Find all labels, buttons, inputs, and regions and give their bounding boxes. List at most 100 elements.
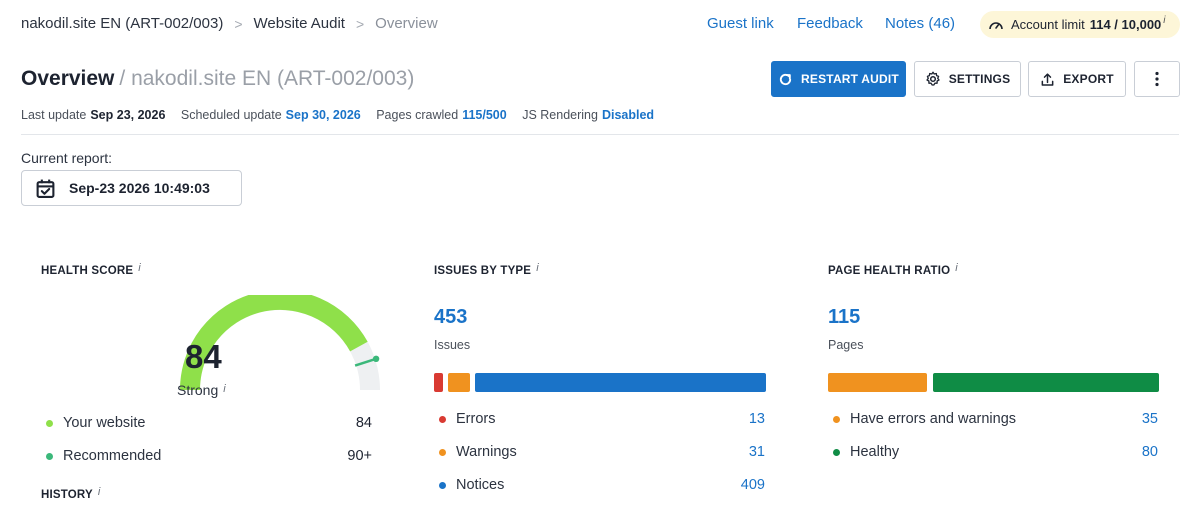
page-health-ratio-title: PAGE HEALTH RATIO — [828, 265, 951, 277]
recommended-score: 90+ — [347, 448, 372, 464]
pages-total[interactable]: 115 — [828, 306, 861, 328]
breadcrumb-separator: > — [234, 15, 243, 32]
notices-count[interactable]: 409 — [740, 477, 765, 493]
health-score-gauge — [180, 295, 380, 391]
health-score-value: 84 — [185, 338, 222, 375]
export-label: EXPORT — [1063, 72, 1114, 86]
page-title-project: / nakodil.site EN (ART-002/003) — [119, 67, 415, 90]
legend-label: Errors — [456, 411, 496, 427]
legend-healthy[interactable]: Healthy — [833, 444, 899, 460]
js-rendering-label: JS Rendering — [522, 108, 598, 122]
legend-label: Notices — [456, 477, 505, 493]
page-health-ratio-heading: PAGE HEALTH RATIO i — [828, 262, 958, 277]
legend-label: Warnings — [456, 444, 517, 460]
bar-segment-healthy[interactable] — [932, 373, 1159, 392]
bar-segment-warnings[interactable] — [448, 373, 471, 392]
pages-with-errors-count[interactable]: 35 — [1141, 411, 1158, 427]
current-report-label: Current report: — [21, 150, 113, 166]
errors-count[interactable]: 13 — [748, 411, 765, 427]
legend-notices[interactable]: Notices — [439, 477, 504, 493]
js-rendering-value[interactable]: Disabled — [601, 108, 655, 122]
bar-segment-notices[interactable] — [475, 373, 766, 392]
speedometer-icon — [989, 21, 1003, 29]
gear-icon — [926, 71, 940, 86]
legend-dot — [833, 448, 840, 456]
legend-your-website: Your website — [46, 415, 146, 431]
history-heading: HISTORY i — [41, 486, 101, 501]
guest-link[interactable]: Guest link — [707, 15, 774, 32]
breadcrumb-overview: Overview — [375, 15, 438, 32]
legend-recommended: Recommended — [46, 448, 161, 464]
notes-link[interactable]: Notes (46) — [885, 15, 956, 32]
health-score-rating-label: Strong — [177, 382, 219, 398]
report-date-selector[interactable]: Sep-23 2026 10:49:03 — [21, 170, 242, 206]
legend-errors-and-warnings[interactable]: Have errors and warnings — [833, 411, 1016, 427]
breadcrumb: nakodil.site EN (ART-002/003) > Website … — [21, 15, 438, 32]
info-icon[interactable]: i — [1163, 15, 1166, 26]
info-icon[interactable]: i — [223, 383, 226, 395]
issues-by-type-heading: ISSUES BY TYPE i — [434, 262, 539, 277]
pages-crawled-label: Pages crawled — [376, 108, 459, 122]
legend-label: Your website — [63, 415, 146, 431]
health-score-title: HEALTH SCORE — [41, 265, 134, 277]
legend-dot — [46, 419, 53, 427]
legend-errors[interactable]: Errors — [439, 411, 495, 427]
calendar-check-icon — [36, 179, 55, 198]
settings-label: SETTINGS — [948, 72, 1011, 86]
health-score-rating: Strong i — [177, 382, 226, 398]
your-website-score: 84 — [355, 415, 372, 431]
health-score-heading: HEALTH SCORE i — [41, 262, 141, 277]
legend-dot — [439, 448, 446, 456]
page-title: Overview / nakodil.site EN (ART-002/003) — [21, 67, 414, 91]
info-icon[interactable]: i — [536, 262, 539, 274]
top-bar: nakodil.site EN (ART-002/003) > Website … — [0, 0, 1200, 50]
more-options-button[interactable] — [1134, 61, 1180, 97]
account-limit-value: 114 / 10,000 — [1089, 17, 1162, 32]
legend-label: Healthy — [850, 444, 900, 460]
issues-total-label: Issues — [434, 338, 471, 352]
breadcrumb-separator: > — [355, 15, 365, 32]
divider — [21, 134, 1179, 135]
settings-button[interactable]: SETTINGS — [914, 61, 1021, 97]
restart-audit-label: RESTART AUDIT — [801, 72, 899, 86]
gauge-fill — [180, 295, 368, 391]
healthy-pages-count[interactable]: 80 — [1141, 444, 1158, 460]
upload-icon — [1041, 72, 1054, 86]
pages-crawled-value[interactable]: 115/500 — [462, 108, 507, 122]
info-icon[interactable]: i — [97, 486, 101, 498]
breadcrumb-website-audit[interactable]: Website Audit — [253, 15, 345, 32]
refresh-icon — [779, 73, 792, 85]
history-title: HISTORY — [41, 489, 93, 501]
recommended-marker-dot — [372, 355, 380, 362]
legend-dot — [833, 415, 840, 423]
bar-segment-have-errors-and-warnings[interactable] — [828, 373, 927, 392]
info-icon[interactable]: i — [138, 262, 141, 274]
restart-audit-button[interactable]: RESTART AUDIT — [771, 61, 906, 97]
scheduled-update-label: Scheduled update — [180, 108, 282, 122]
export-button[interactable]: EXPORT — [1028, 61, 1126, 97]
account-limit-label: Account limit — [1011, 17, 1085, 32]
page-title-main: Overview — [21, 67, 115, 90]
legend-label: Have errors and warnings — [850, 411, 1017, 427]
legend-label: Recommended — [63, 448, 162, 464]
bar-segment-errors[interactable] — [434, 373, 444, 392]
legend-dot — [439, 415, 446, 423]
issues-total[interactable]: 453 — [434, 306, 468, 328]
info-icon[interactable]: i — [955, 262, 958, 274]
account-limit-badge[interactable]: Account limit 114 / 10,000 i — [980, 11, 1180, 38]
issues-by-type-title: ISSUES BY TYPE — [434, 265, 532, 277]
warnings-count[interactable]: 31 — [748, 444, 765, 460]
more-vertical-icon — [1155, 71, 1159, 87]
pages-total-label: Pages — [828, 338, 864, 352]
legend-dot — [46, 452, 53, 460]
recommended-marker — [354, 357, 377, 367]
breadcrumb-project[interactable]: nakodil.site EN (ART-002/003) — [21, 15, 224, 32]
audit-meta: Last update Sep 23, 2026 Scheduled update… — [21, 108, 666, 122]
legend-dot — [439, 481, 446, 489]
legend-warnings[interactable]: Warnings — [439, 444, 517, 460]
scheduled-update-value[interactable]: Sep 30, 2026 — [285, 108, 361, 122]
last-update-value: Sep 23, 2026 — [90, 108, 166, 122]
feedback-link[interactable]: Feedback — [797, 15, 863, 32]
last-update-label: Last update — [21, 108, 87, 122]
report-date-value: Sep-23 2026 10:49:03 — [69, 180, 210, 196]
